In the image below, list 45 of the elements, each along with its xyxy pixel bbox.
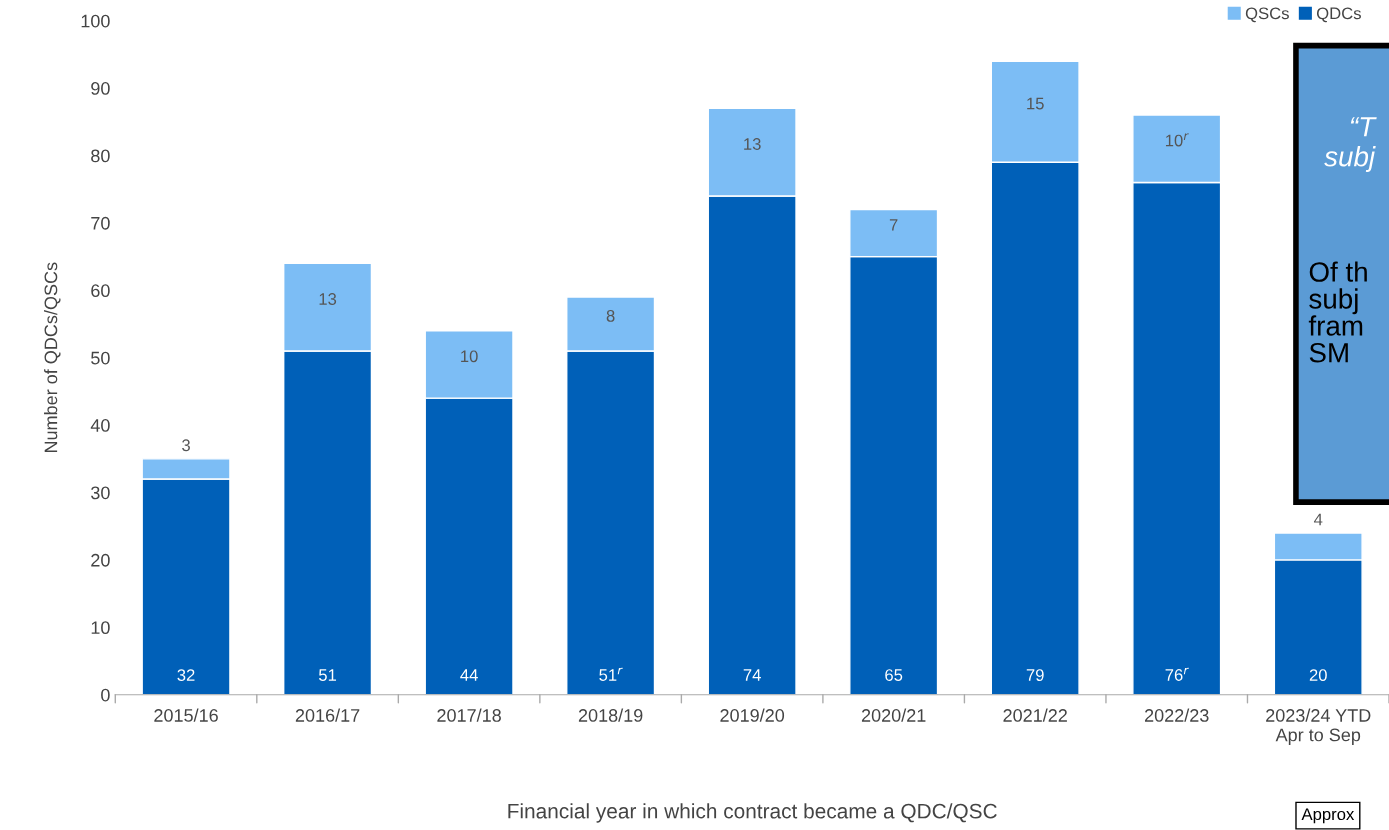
- y-tick-label: 50: [91, 351, 110, 365]
- data-label: 51: [318, 669, 337, 681]
- y-tick-label: 0: [101, 688, 110, 702]
- y-tick-label: 100: [81, 14, 110, 28]
- y-axis-title: Number of QDCs/QSCs: [44, 262, 61, 453]
- data-label: 13: [319, 293, 337, 305]
- y-tick-label: 10: [91, 621, 110, 635]
- y-tick-label: 60: [91, 284, 110, 298]
- y-tick-label: 20: [91, 553, 110, 567]
- x-tick-label: 2022/23: [1144, 708, 1209, 722]
- data-label: 4: [1313, 513, 1323, 526]
- data-label: 76$^{r}$: [1165, 667, 1189, 681]
- data-label: 7: [889, 219, 898, 231]
- data-label: 44: [460, 669, 478, 681]
- x-tick-label: 2020/21: [861, 708, 926, 722]
- data-label: 8: [606, 309, 615, 322]
- x-tick-label: 2021/22: [1003, 708, 1067, 722]
- annotation: Of th subj fram SM: [1308, 261, 1367, 363]
- x-tick-label: 2023/24 YTD Apr to Sep: [1266, 708, 1371, 745]
- data-label: 65: [885, 669, 903, 681]
- data-label: 20: [1309, 669, 1327, 681]
- legend-label: QDCs: [1316, 7, 1361, 23]
- data-label: 15: [1027, 97, 1044, 110]
- data-label: 32: [177, 669, 195, 681]
- data-label: 74: [743, 669, 761, 681]
- y-tick-label: 70: [91, 216, 110, 230]
- data-label: 79: [1026, 669, 1044, 681]
- y-tick-label: 30: [91, 486, 110, 500]
- x-tick-label: 2015/16: [154, 708, 218, 722]
- data-label: 10$^{r}$: [1165, 133, 1189, 147]
- data-label: 51$^{r}$: [599, 667, 623, 681]
- x-tick-label: 2019/20: [720, 708, 785, 722]
- data-label: 3: [182, 439, 190, 452]
- y-tick-label: 40: [90, 419, 110, 432]
- x-tick-label: 2018/19: [578, 708, 643, 722]
- legend-label: QSCs: [1245, 7, 1289, 23]
- y-tick-label: 90: [91, 82, 110, 95]
- x-tick-label: 2016/17: [295, 708, 360, 722]
- data-label: 10: [461, 350, 478, 363]
- y-tick-label: 80: [91, 149, 110, 163]
- x-tick-label: 2017/18: [437, 708, 501, 722]
- data-label: 13: [744, 138, 761, 150]
- annotation: “T subj: [1324, 117, 1377, 173]
- text: Approx: [1301, 808, 1355, 824]
- x-axis-title: Financial year in which contract became a QDC/QSC: [508, 803, 997, 823]
